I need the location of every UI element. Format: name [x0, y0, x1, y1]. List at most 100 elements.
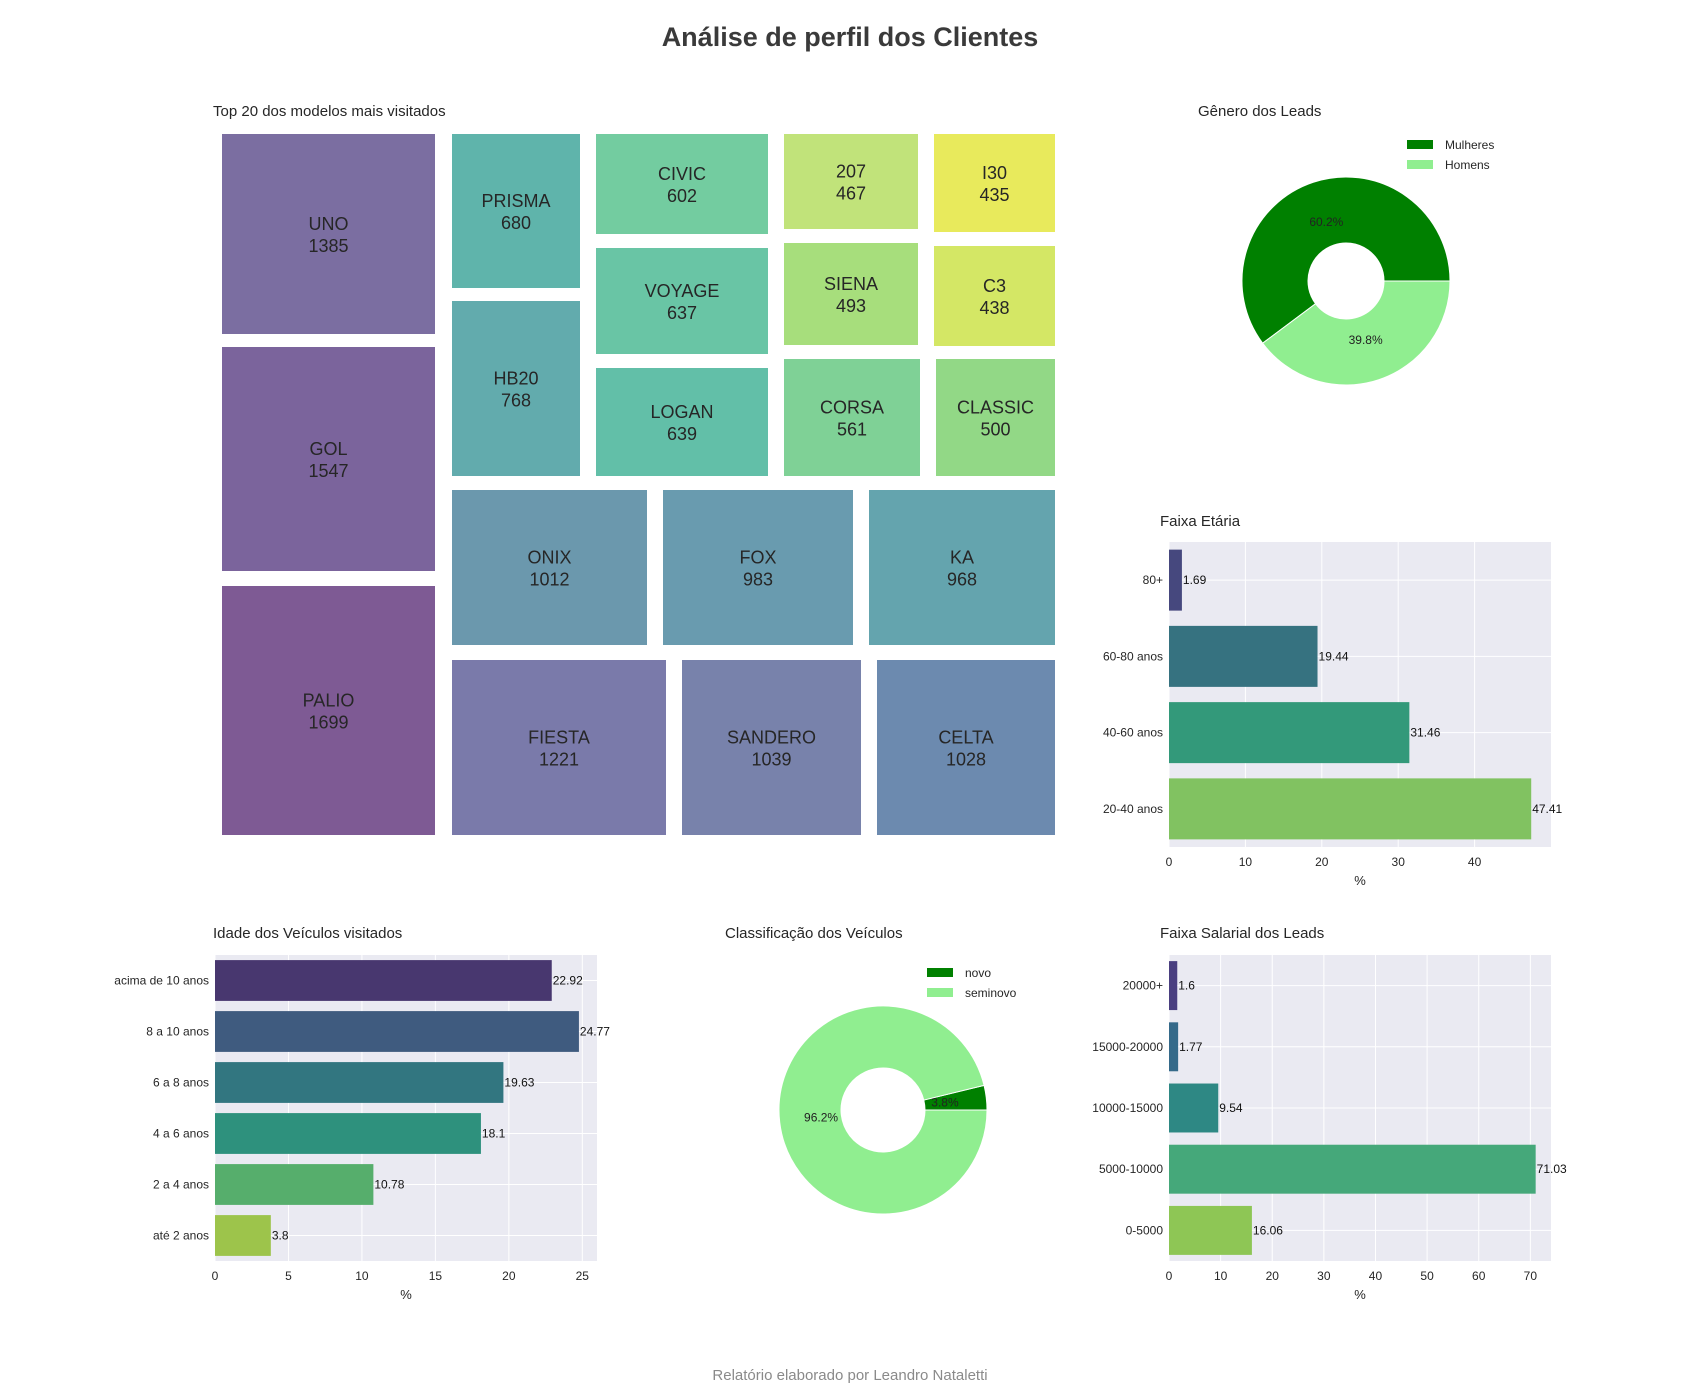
bar-value-label-10000-15000: 9.54	[1219, 1101, 1243, 1115]
treemap-tile-classic	[936, 359, 1055, 476]
treemap-value-hb20: 768	[501, 391, 531, 411]
treemap-tile-palio	[222, 586, 435, 835]
bar-value-label-4-a-6-anos: 18.1	[482, 1127, 506, 1141]
bar-20000	[1169, 961, 1178, 1011]
treemap-label-corsa: CORSA	[820, 398, 884, 418]
x-tick-label: 0	[1166, 855, 1173, 869]
bar-40-60-anos	[1169, 702, 1410, 764]
x-tick-label: 5	[285, 1269, 292, 1283]
salary-chart-title: Faixa Salarial dos Leads	[1160, 925, 1325, 942]
treemap-value-siena: 493	[836, 296, 866, 316]
vehicle-age-chart-title: Idade dos Veículos visitados	[213, 925, 403, 942]
treemap-value-celta: 1028	[946, 750, 986, 770]
x-tick-label: 10	[1214, 1269, 1228, 1283]
x-tick-label: 25	[576, 1269, 590, 1283]
bar-20-40-anos	[1169, 778, 1532, 840]
treemap-label-fox: FOX	[739, 548, 776, 568]
bar-value-label-2-a-4-anos: 10.78	[374, 1178, 404, 1192]
treemap-label-prisma: PRISMA	[481, 191, 550, 211]
treemap-tile-fox	[663, 490, 853, 645]
y-tick-label-acima-de-10-anos: acima de 10 anos	[114, 974, 209, 988]
page-title: Análise de perfil dos Clientes	[661, 22, 1039, 52]
x-axis-title: %	[1354, 873, 1366, 888]
bar-value-label-40-60-anos: 31.46	[1410, 726, 1440, 740]
pie-slice-seminovo	[778, 1005, 988, 1215]
x-tick-label: 10	[1239, 855, 1253, 869]
treemap-value-sandero: 1039	[751, 750, 791, 770]
treemap-label-palio: PALIO	[303, 691, 355, 711]
treemap-tile-hb20	[452, 301, 580, 476]
bar-5000-10000	[1169, 1144, 1536, 1194]
bar-10000-15000	[1169, 1083, 1219, 1133]
age-range-bar-chart: 0 10 20 30 40 1.69 80+ 19.44 60-80 anos 31.46 40-6…	[1103, 542, 1563, 888]
bar-value-label-80: 1.69	[1183, 573, 1207, 587]
bar-value-label-6-a-8-anos: 19.63	[504, 1076, 534, 1090]
bar-value-label-60-80-anos: 19.44	[1319, 649, 1349, 663]
y-tick-label-80: 80+	[1143, 573, 1163, 587]
plot-background	[215, 955, 597, 1261]
bar-value-label-20-40-anos: 47.41	[1532, 802, 1562, 816]
treemap-value-fox: 983	[743, 570, 773, 590]
treemap-value-classic: 500	[980, 420, 1010, 440]
treemap-tile-logan	[596, 368, 768, 476]
vehicle-age-bar-chart: 0 5 10 15 20 25 22.92 acima de 10 anos 24.77 8 a …	[114, 955, 610, 1302]
treemap-label-onix: ONIX	[527, 548, 571, 568]
treemap-value-voyage: 637	[667, 303, 697, 323]
x-tick-label: 20	[1315, 855, 1329, 869]
treemap-value-corsa: 561	[837, 420, 867, 440]
y-tick-label-5000-10000: 5000-10000	[1099, 1162, 1163, 1176]
y-tick-label-2-a-4-anos: 2 a 4 anos	[153, 1178, 209, 1192]
x-tick-label: 60	[1472, 1269, 1486, 1283]
gender-chart-title: Gênero dos Leads	[1198, 103, 1322, 120]
treemap-label-siena: SIENA	[824, 274, 878, 294]
y-tick-label-60-80-anos: 60-80 anos	[1103, 649, 1163, 663]
y-tick-label-ate-2-anos: até 2 anos	[153, 1229, 209, 1243]
x-tick-label: 20	[1266, 1269, 1280, 1283]
legend-swatch-novo	[927, 968, 953, 977]
bar-4-a-6-anos	[215, 1113, 481, 1154]
bar-value-label-5000-10000: 71.03	[1537, 1162, 1567, 1176]
treemap-label-voyage: VOYAGE	[645, 281, 720, 301]
treemap-tile-gol	[222, 347, 435, 571]
treemap-tile-corsa	[784, 359, 920, 476]
bar-8-a-10-anos	[215, 1011, 579, 1052]
treemap-tile-siena	[784, 243, 918, 345]
treemap-value-uno: 1385	[308, 236, 348, 256]
y-tick-label-10000-15000: 10000-15000	[1092, 1101, 1163, 1115]
y-tick-label-20-40-anos: 20-40 anos	[1103, 802, 1163, 816]
vehicle-class-donut: 3.8% 96.2% novo seminovo	[778, 966, 1017, 1215]
treemap-value-civic: 602	[667, 186, 697, 206]
bar-value-label-acima-de-10-anos: 22.92	[553, 974, 583, 988]
report-footer: Relatório elaborado por Leandro Natalett…	[712, 1367, 988, 1384]
treemap-value-onix: 1012	[529, 570, 569, 590]
treemap-label-sandero: SANDERO	[727, 728, 816, 748]
age-range-chart-title: Faixa Etária	[1160, 513, 1241, 530]
treemap-tile-celta	[877, 660, 1055, 835]
legend-swatch-seminovo	[927, 988, 953, 997]
treemap-tile-uno	[222, 134, 435, 334]
treemap-label-civic: CIVIC	[658, 164, 706, 184]
legend-swatch-mulheres	[1407, 140, 1433, 149]
x-tick-label: 50	[1420, 1269, 1434, 1283]
pie-slice-homens	[1261, 280, 1451, 386]
bar-60-80-anos	[1169, 625, 1318, 687]
treemap-label-logan: LOGAN	[650, 402, 713, 422]
x-axis-title: %	[400, 1287, 412, 1302]
treemap-value-prisma: 680	[501, 213, 531, 233]
treemap-value-207: 467	[836, 184, 866, 204]
treemap-label-ka: KA	[950, 548, 974, 568]
x-tick-label: 15	[429, 1269, 443, 1283]
x-tick-label: 30	[1317, 1269, 1331, 1283]
treemap-value-gol: 1547	[308, 461, 348, 481]
y-tick-label-8-a-10-anos: 8 a 10 anos	[146, 1025, 209, 1039]
x-tick-label: 0	[212, 1269, 219, 1283]
treemap-tile-civic	[596, 134, 768, 234]
pie-label-seminovo: 96.2%	[804, 1110, 838, 1124]
x-tick-label: 40	[1369, 1269, 1383, 1283]
treemap-tile-i30	[934, 134, 1055, 232]
legend-label-mulheres: Mulheres	[1445, 138, 1494, 152]
bar-acima-de-10-anos	[215, 960, 552, 1001]
bar-6-a-8-anos	[215, 1062, 504, 1103]
